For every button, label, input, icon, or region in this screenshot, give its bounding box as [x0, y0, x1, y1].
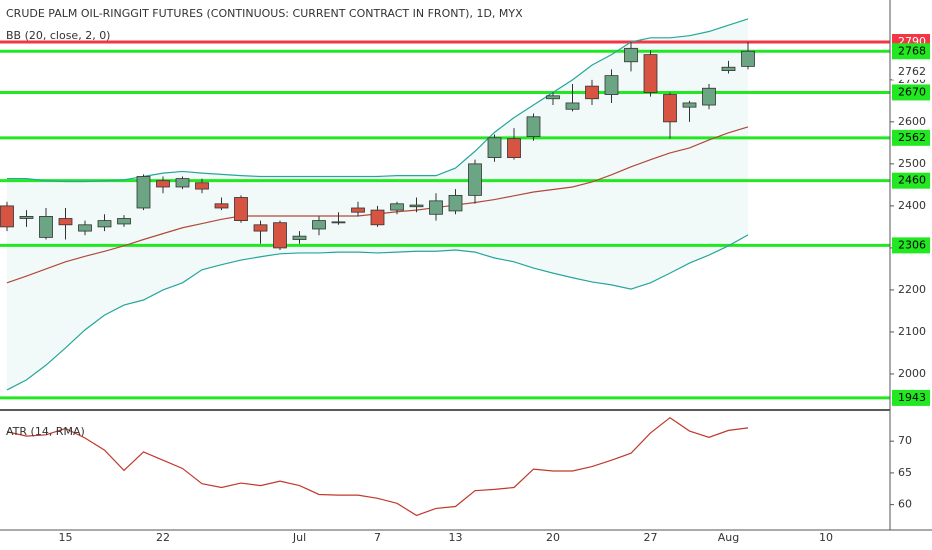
y-tick-label: 60	[898, 498, 912, 511]
panes: 2000210022002300240025002600270060657015…	[0, 18, 930, 544]
level-label-box	[892, 84, 930, 101]
candle-body	[97, 220, 112, 228]
candle-body	[643, 54, 658, 93]
candle-body	[117, 218, 131, 225]
indicator-label: BB (20, close, 2, 0)	[6, 29, 110, 42]
candle-body	[312, 220, 326, 230]
candle-body	[19, 215, 34, 219]
candle-body	[253, 224, 268, 232]
candle-body	[136, 176, 151, 209]
band-area	[7, 18, 748, 390]
candle-body	[682, 102, 697, 108]
level-label: 2562	[898, 131, 926, 144]
candle-body	[156, 180, 170, 188]
level-label-box	[892, 389, 930, 406]
level-label-box	[892, 237, 930, 254]
x-tick-label: Aug	[718, 531, 739, 544]
candle-body	[546, 95, 560, 100]
y-tick-label: 2500	[898, 157, 926, 170]
candle-body	[507, 138, 521, 158]
candle-body	[370, 209, 385, 226]
candle-body	[331, 221, 346, 224]
level-label: 2670	[898, 85, 926, 98]
y-tick-label: 65	[898, 466, 912, 479]
candle-body	[234, 197, 248, 221]
candle-body	[273, 222, 287, 249]
candle-body	[468, 163, 482, 196]
candle-body	[175, 178, 190, 188]
level-label-box	[892, 129, 930, 146]
price-marker-box	[892, 63, 930, 80]
y-tick-label: 2100	[898, 325, 926, 338]
candle-body	[526, 116, 541, 137]
candle-body	[604, 75, 619, 95]
candle-body	[741, 50, 755, 67]
candle-body	[663, 94, 677, 123]
candle-body	[58, 218, 73, 226]
x-tick-label: 20	[546, 531, 560, 544]
candle-body	[565, 102, 580, 110]
level-label: 2306	[898, 238, 926, 251]
price-marker-label: 2762	[898, 65, 926, 78]
candle-body	[585, 85, 599, 100]
candle-body	[78, 224, 92, 232]
candle-body	[351, 207, 365, 213]
x-tick-label: 10	[819, 531, 833, 544]
candle-body	[0, 205, 14, 228]
y-tick-label: 70	[898, 434, 912, 447]
y-tick-label: 2400	[898, 199, 926, 212]
candle-body	[487, 137, 502, 158]
candle-body	[214, 203, 229, 209]
level-label: 2460	[898, 174, 926, 187]
atr-line	[6, 416, 749, 517]
candle-body	[292, 235, 307, 240]
candle-body	[409, 204, 424, 208]
x-tick-label: 22	[156, 531, 170, 544]
candle-body	[702, 87, 716, 106]
indicator-label: ATR (14, RMA)	[6, 425, 85, 438]
y-tick-label: 2600	[898, 115, 926, 128]
level-label: 2768	[898, 44, 926, 57]
candle-body	[39, 215, 53, 238]
candle-body	[429, 200, 443, 215]
candle-body	[624, 47, 638, 63]
candle-body	[390, 203, 404, 211]
candle-body	[721, 66, 736, 71]
candle-body	[195, 182, 209, 190]
x-tick-label: 15	[59, 531, 73, 544]
level-label: 1943	[898, 391, 926, 404]
y-tick-label: 2200	[898, 283, 926, 296]
x-tick-label: 27	[644, 531, 658, 544]
level-label-box	[892, 43, 930, 60]
band-line	[7, 18, 749, 183]
x-tick-label: Jul	[292, 531, 306, 544]
band-line	[6, 234, 749, 391]
level-label-box	[892, 172, 930, 189]
y-tick-label: 2000	[898, 367, 926, 380]
x-tick-label: 13	[449, 531, 463, 544]
chart-title: CRUDE PALM OIL-RINGGIT FUTURES (CONTINUO…	[6, 7, 523, 20]
candle-body	[448, 194, 463, 212]
x-tick-label: 7	[374, 531, 381, 544]
